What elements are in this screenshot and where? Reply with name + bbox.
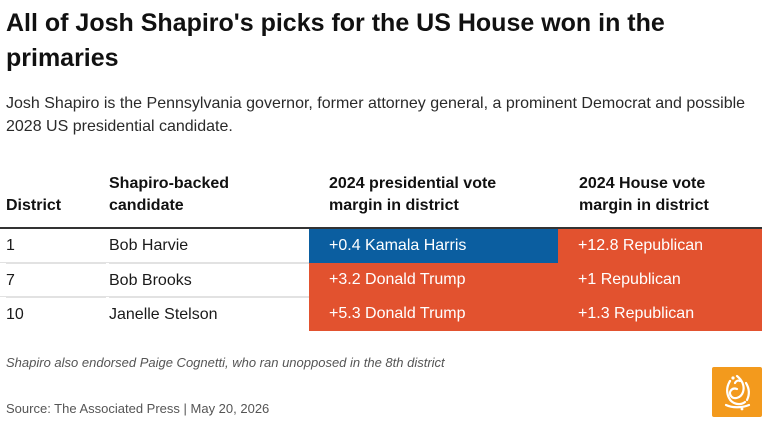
chart-subtitle: Josh Shapiro is the Pennsylvania governo… bbox=[6, 95, 746, 135]
table-header: District Shapiro-backed candidate 2024 p… bbox=[0, 172, 762, 229]
presidential-margin-cell: +0.4 Kamala Harris bbox=[309, 229, 558, 263]
row-divider bbox=[0, 296, 309, 297]
presidential-margin-cell: +3.2 Donald Trump bbox=[309, 263, 558, 297]
chart-title: All of Josh Shapiro's picks for the US H… bbox=[6, 9, 665, 72]
header-candidate: Shapiro-backed candidate bbox=[109, 175, 230, 214]
results-table: District Shapiro-backed candidate 2024 p… bbox=[0, 172, 762, 331]
table-row: 10 Janelle Stelson +5.3 Donald Trump +1.… bbox=[0, 297, 762, 331]
source-note: Source: The Associated Press | May 20, 2… bbox=[6, 401, 270, 416]
candidate-cell: Bob Harvie bbox=[109, 237, 189, 254]
header-presidential-margin: 2024 presidential vote margin in distric… bbox=[329, 175, 497, 214]
header-house-margin: 2024 House vote margin in district bbox=[579, 175, 709, 214]
table-row: 7 Bob Brooks +3.2 Donald Trump +1 Republ… bbox=[0, 263, 762, 297]
table-row: 1 Bob Harvie +0.4 Kamala Harris +12.8 Re… bbox=[0, 229, 762, 263]
candidate-cell: Janelle Stelson bbox=[109, 297, 309, 331]
district-cell: 10 bbox=[6, 297, 106, 331]
house-margin-cell: +1 Republican bbox=[558, 263, 762, 297]
footnote: Shapiro also endorsed Paige Cognetti, wh… bbox=[6, 355, 445, 370]
al-jazeera-logo-icon bbox=[712, 367, 762, 417]
presidential-margin-cell: +5.3 Donald Trump bbox=[309, 297, 558, 331]
row-divider bbox=[0, 262, 309, 263]
district-cell: 1 bbox=[6, 237, 15, 254]
candidate-cell: Bob Brooks bbox=[109, 263, 309, 297]
header-district: District bbox=[6, 197, 62, 214]
house-margin-cell: +12.8 Republican bbox=[558, 229, 762, 263]
district-cell: 7 bbox=[6, 263, 106, 297]
house-margin-cell: +1.3 Republican bbox=[558, 297, 762, 331]
